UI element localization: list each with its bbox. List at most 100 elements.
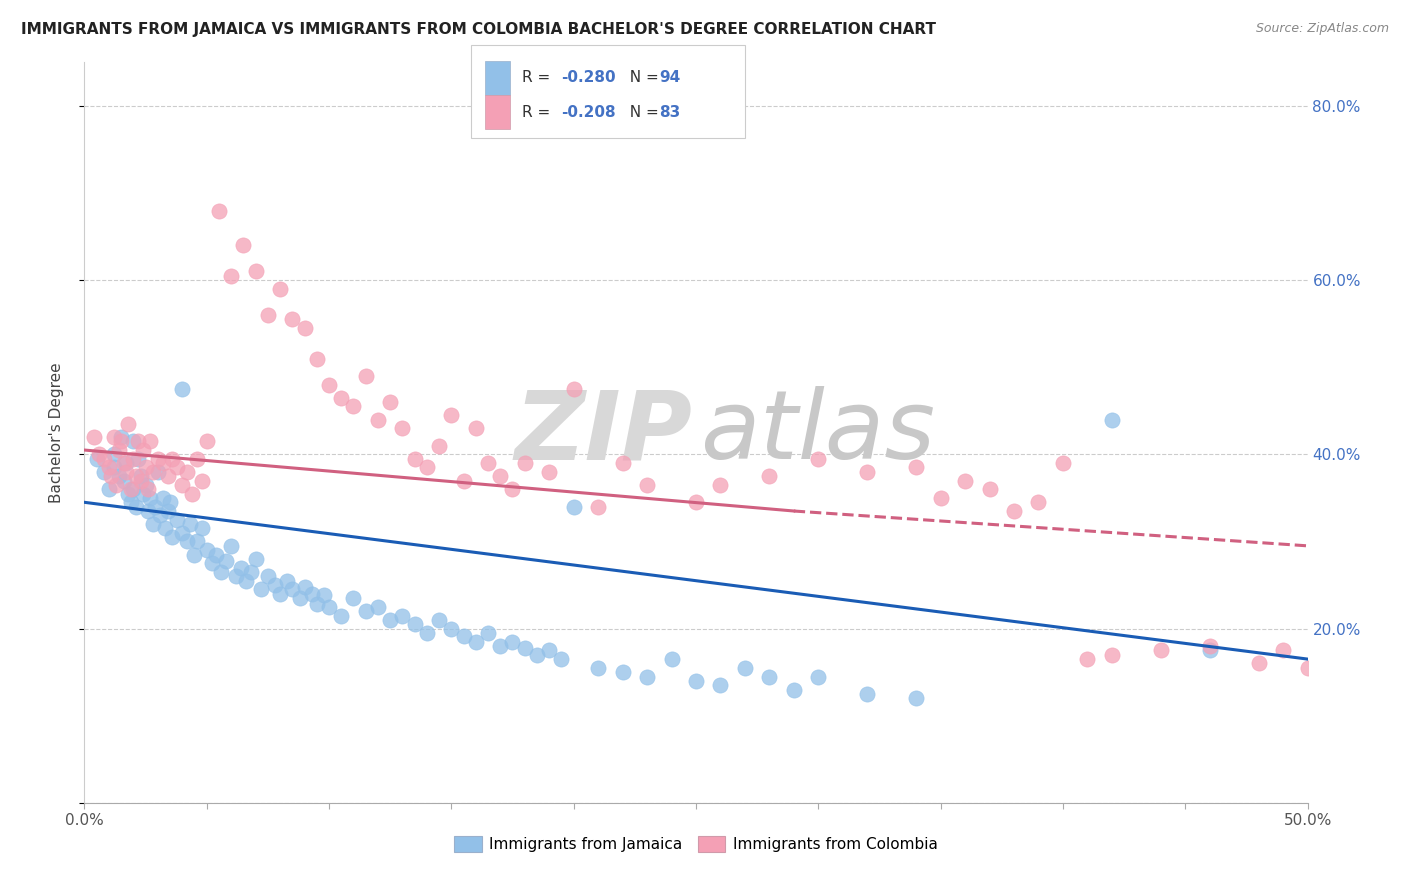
Point xyxy=(115,465,138,479)
Point xyxy=(342,400,364,414)
Point xyxy=(112,456,135,470)
Point xyxy=(215,554,238,568)
Point xyxy=(305,597,328,611)
Point xyxy=(186,534,208,549)
Point xyxy=(929,491,952,505)
Point xyxy=(661,652,683,666)
Point xyxy=(162,451,184,466)
Point xyxy=(1052,456,1074,470)
Point xyxy=(783,682,806,697)
Text: N =: N = xyxy=(620,105,664,120)
Point xyxy=(636,669,658,683)
Point xyxy=(264,578,287,592)
Point xyxy=(269,282,291,296)
Point xyxy=(502,634,524,648)
Point xyxy=(477,626,499,640)
Point xyxy=(856,687,879,701)
Point xyxy=(162,530,184,544)
Point xyxy=(125,469,148,483)
Point xyxy=(87,447,110,461)
Point xyxy=(489,639,512,653)
Text: N =: N = xyxy=(620,70,664,85)
Point xyxy=(453,629,475,643)
Point xyxy=(129,469,152,483)
Point xyxy=(404,451,426,466)
Point xyxy=(464,634,486,648)
Point xyxy=(562,382,585,396)
Point xyxy=(404,617,426,632)
Point xyxy=(191,474,214,488)
Point xyxy=(110,434,132,449)
Point xyxy=(136,482,159,496)
Point xyxy=(152,456,174,470)
Point xyxy=(330,391,353,405)
Point xyxy=(146,451,169,466)
Point xyxy=(513,640,536,655)
Point xyxy=(97,460,120,475)
Point xyxy=(1101,648,1123,662)
Point xyxy=(245,552,267,566)
Point xyxy=(477,456,499,470)
Point xyxy=(354,604,377,618)
Point xyxy=(1028,495,1050,509)
Point xyxy=(612,456,634,470)
Point xyxy=(301,587,323,601)
Point xyxy=(586,661,609,675)
Point xyxy=(93,465,115,479)
Point xyxy=(183,548,205,562)
Point xyxy=(1198,643,1220,657)
Point xyxy=(146,465,169,479)
Point xyxy=(208,203,231,218)
Point xyxy=(181,486,204,500)
Point xyxy=(257,569,280,583)
Point xyxy=(103,447,125,461)
Point xyxy=(905,691,928,706)
Point xyxy=(1101,412,1123,426)
Point xyxy=(538,465,561,479)
Point xyxy=(1296,661,1319,675)
Text: -0.208: -0.208 xyxy=(561,105,616,120)
Point xyxy=(526,648,548,662)
Point xyxy=(294,580,316,594)
Point xyxy=(191,521,214,535)
Point xyxy=(122,451,145,466)
Point xyxy=(117,417,139,431)
Point xyxy=(249,582,271,597)
Point xyxy=(318,377,340,392)
Point xyxy=(156,469,179,483)
Point xyxy=(122,482,145,496)
Point xyxy=(127,434,149,449)
Point xyxy=(105,478,128,492)
Point xyxy=(143,500,166,514)
Point xyxy=(83,430,105,444)
Text: ZIP: ZIP xyxy=(515,386,692,479)
Point xyxy=(125,500,148,514)
Point xyxy=(142,465,165,479)
Point xyxy=(294,321,316,335)
Point xyxy=(195,543,218,558)
Point xyxy=(117,486,139,500)
Point xyxy=(229,560,252,574)
Point xyxy=(464,421,486,435)
Point xyxy=(159,495,181,509)
Point xyxy=(176,465,198,479)
Point xyxy=(86,451,108,466)
Point xyxy=(142,517,165,532)
Point xyxy=(562,500,585,514)
Point xyxy=(132,486,155,500)
Point xyxy=(132,443,155,458)
Point xyxy=(139,491,162,505)
Point xyxy=(1150,643,1173,657)
Point xyxy=(166,460,188,475)
Point xyxy=(232,238,254,252)
Point xyxy=(1272,643,1295,657)
Point xyxy=(135,460,157,475)
Point xyxy=(342,591,364,606)
Point xyxy=(807,669,830,683)
Text: R =: R = xyxy=(522,70,555,85)
Point xyxy=(186,451,208,466)
Point xyxy=(953,474,976,488)
Point xyxy=(139,434,162,449)
Point xyxy=(100,469,122,483)
Point xyxy=(176,534,198,549)
